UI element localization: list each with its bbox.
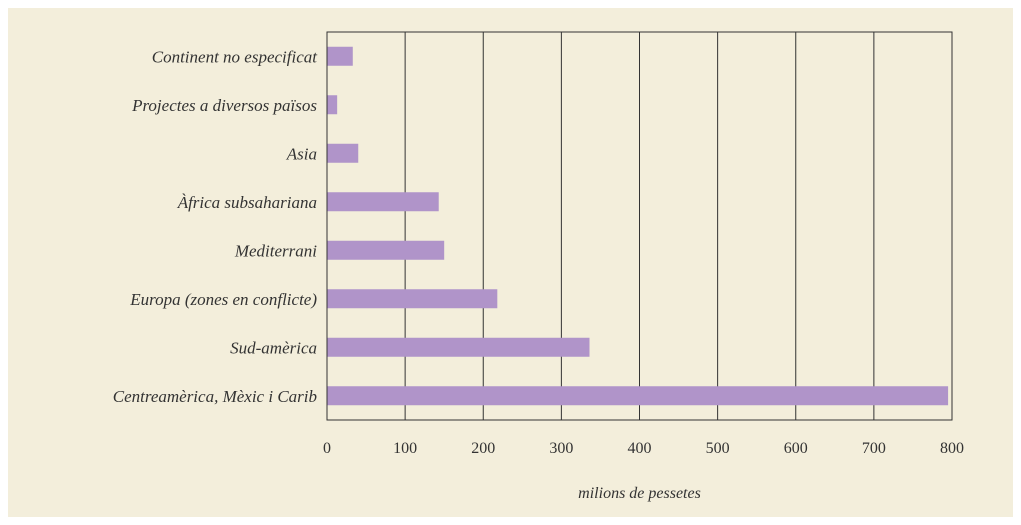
bar-chart: Continent no especificat Projectes a dive… bbox=[113, 31, 964, 502]
category-label: Mediterrani bbox=[234, 241, 317, 260]
bar bbox=[327, 386, 949, 406]
category-label: Europa (zones en conflicte) bbox=[129, 290, 317, 309]
bar bbox=[327, 95, 338, 115]
x-tick-label: 100 bbox=[393, 440, 417, 457]
category-labels: Continent no especificat Projectes a dive… bbox=[113, 47, 319, 406]
x-tick-label: 600 bbox=[784, 440, 808, 457]
category-label: Centreamèrica, Mèxic i Carib bbox=[113, 387, 317, 406]
bar bbox=[327, 192, 439, 212]
bar bbox=[327, 240, 445, 260]
x-tick-labels: 0 100 200 300 400 500 600 700 800 bbox=[323, 440, 964, 457]
x-axis-title: milions de pessetes bbox=[578, 485, 701, 502]
bar bbox=[327, 289, 498, 309]
x-tick-label: 0 bbox=[323, 440, 331, 457]
x-tick-label: 700 bbox=[862, 440, 886, 457]
bar bbox=[327, 337, 590, 357]
bar bbox=[327, 46, 353, 66]
category-label: Sud-amèrica bbox=[230, 338, 317, 357]
category-label: Àfrica subsahariana bbox=[177, 193, 317, 212]
x-tick-label: 400 bbox=[628, 440, 652, 457]
x-tick-label: 300 bbox=[549, 440, 573, 457]
x-tick-label: 200 bbox=[471, 440, 495, 457]
x-tick-label: 500 bbox=[706, 440, 730, 457]
bar bbox=[327, 143, 359, 163]
x-tick-label: 800 bbox=[940, 440, 964, 457]
chart-panel: Continent no especificat Projectes a dive… bbox=[8, 8, 1013, 517]
bars bbox=[327, 46, 949, 406]
category-label: Asia bbox=[286, 144, 317, 163]
plot-frame bbox=[326, 31, 953, 421]
category-label: Projectes a diversos països bbox=[131, 96, 317, 115]
category-label: Continent no especificat bbox=[152, 47, 319, 66]
gridlines bbox=[404, 32, 875, 420]
